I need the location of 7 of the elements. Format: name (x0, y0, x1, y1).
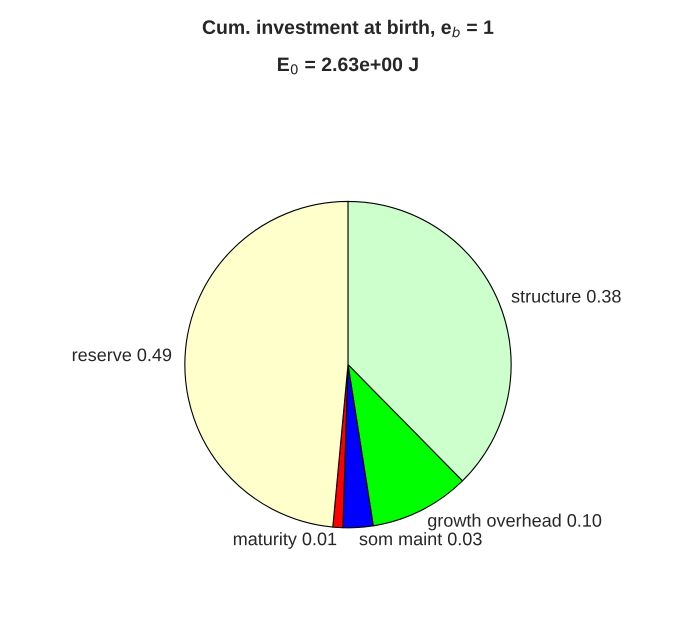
slice-label: reserve 0.49 (72, 348, 172, 362)
slice-label: structure 0.38 (512, 290, 621, 303)
chart-subtitle: E$_{0}$ = 2.63e+00 J (278, 57, 418, 74)
slice-label: som maint 0.03 (359, 532, 482, 546)
slice-label: growth overhead 0.10 (428, 514, 602, 530)
slice-label: maturity 0.01 (234, 532, 336, 549)
chart-title: Cum. investment at birth, e$_{b}$ = 1 (202, 20, 494, 38)
